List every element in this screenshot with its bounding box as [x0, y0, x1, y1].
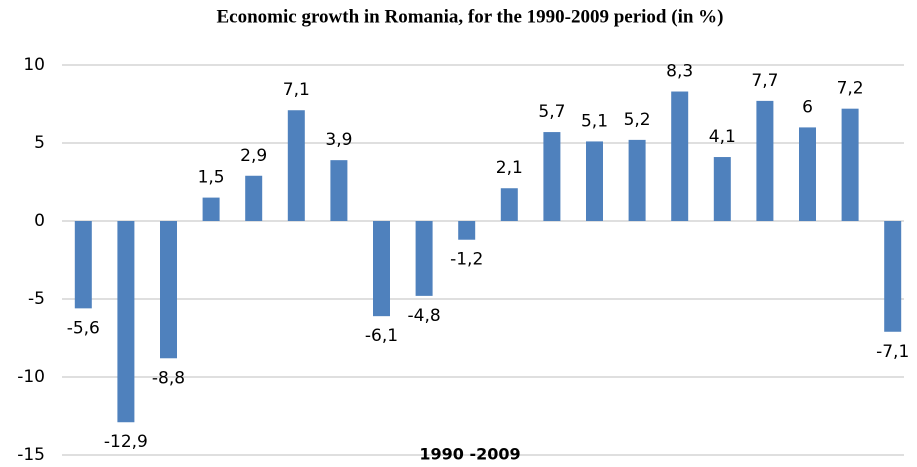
bar: [884, 221, 902, 332]
value-label: 7,7: [751, 71, 778, 91]
value-label: 5,7: [538, 102, 565, 122]
value-label: -6,1: [365, 326, 398, 346]
bar: [373, 221, 390, 317]
value-label: 5,1: [581, 111, 608, 131]
bar: [586, 141, 603, 221]
bar: [500, 188, 518, 221]
value-label: 3,9: [325, 130, 352, 150]
y-tick-label: -5: [28, 289, 45, 309]
y-tick-label: 0: [34, 211, 45, 231]
bar: [245, 175, 263, 221]
bar: [287, 110, 305, 221]
value-label: -7,1: [876, 342, 909, 362]
value-label: 5,2: [624, 110, 651, 130]
y-tick-label: -10: [17, 367, 45, 387]
x-axis-label: 1990 -2009: [419, 445, 520, 464]
value-label: 7,1: [283, 80, 310, 100]
value-label: -12,9: [104, 432, 148, 452]
bar: [841, 108, 859, 221]
bar: [415, 221, 433, 296]
bar: [202, 197, 220, 221]
bar: [543, 132, 561, 221]
value-label: -1,2: [450, 250, 483, 270]
bar: [628, 139, 646, 221]
value-label: -5,6: [67, 318, 100, 338]
value-label: 1,5: [198, 168, 225, 188]
value-label: 2,1: [496, 158, 523, 178]
bar: [330, 160, 348, 221]
bar: [713, 157, 731, 221]
y-tick-label: 10: [23, 55, 45, 75]
bar: [117, 221, 135, 423]
value-label: 6: [802, 97, 813, 117]
value-label: 8,3: [666, 62, 693, 82]
value-label: -8,8: [152, 368, 185, 388]
value-label: -4,8: [408, 306, 441, 326]
bar: [671, 91, 689, 222]
value-label: 7,2: [837, 79, 864, 99]
value-label: 2,9: [240, 146, 267, 166]
value-label: 4,1: [709, 127, 736, 147]
y-tick-label: -15: [17, 445, 45, 465]
bar: [458, 221, 476, 240]
bar: [799, 127, 816, 221]
bar: [74, 221, 92, 309]
chart-title: Economic growth in Romania, for the 1990…: [216, 6, 723, 27]
bar: [160, 221, 177, 359]
bar: [756, 100, 774, 221]
y-tick-label: 5: [34, 133, 45, 153]
